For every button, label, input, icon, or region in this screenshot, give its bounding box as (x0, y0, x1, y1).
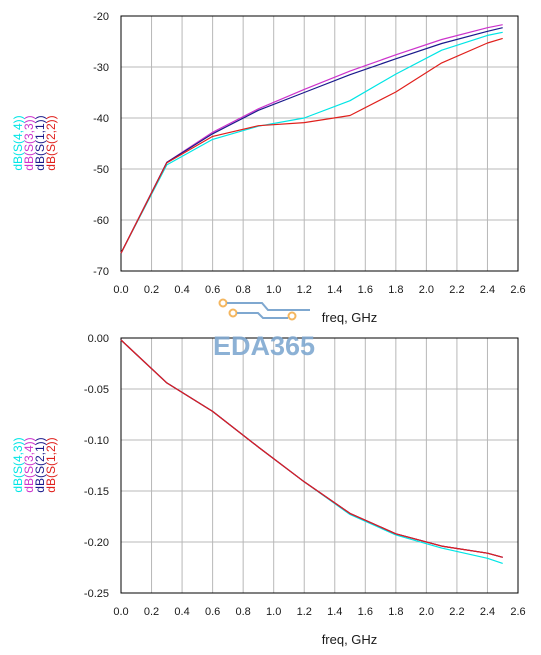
series-line-db-s-1-2 (120, 339, 503, 558)
y-tick-label: -50 (93, 164, 109, 176)
y-tick-label: -40 (93, 113, 109, 125)
y-tick-label: -70 (93, 266, 109, 278)
x-tick-label: 0.8 (236, 284, 251, 296)
legend-label: dB(S(3,4)) (22, 437, 36, 492)
x-tick-label: 0.4 (174, 606, 189, 618)
return-loss-plot: 0.0 0.2 0.4 0.6 0.8 1.0 1.2 1.4 1.6 1.8 2.0 2.2 2.4 2… (11, 11, 526, 325)
legend-label: dB(S(1,2)) (44, 437, 58, 492)
x-tick-label: 2.2 (449, 284, 464, 296)
x-tick-label: 2.4 (480, 284, 495, 296)
legend-label: dB(S(3,3)) (22, 115, 36, 170)
y-tick-label: -60 (93, 215, 109, 227)
x-tick-label: 0.6 (205, 284, 220, 296)
x-tick-label: 1.6 (358, 606, 373, 618)
x-tick-label: 1.4 (327, 606, 342, 618)
y-tick-label: 0.00 (88, 333, 109, 345)
plot-area (121, 16, 518, 271)
x-tick-label: 1.2 (297, 606, 312, 618)
legend-label: dB(S(1,1)) (33, 115, 47, 170)
x-tick-label: 2.0 (419, 606, 434, 618)
plot-frame (120, 337, 519, 594)
x-tick-label: 0.4 (174, 284, 189, 296)
x-axis-label: freq, GHz (322, 310, 378, 325)
x-tick-label: 1.4 (327, 284, 342, 296)
x-tick-label: 0.6 (205, 606, 220, 618)
legend-label: dB(S(2,1)) (33, 437, 47, 492)
y-tick-label: -0.20 (84, 537, 109, 549)
legend-label: dB(S(4,4)) (11, 115, 25, 170)
legend-label: dB(S(4,3)) (11, 437, 25, 492)
x-axis-label: freq, GHz (322, 632, 378, 647)
x-tick-label: 2.0 (419, 284, 434, 296)
y-tick-label: -0.10 (84, 435, 109, 447)
x-tick-label: 1.2 (297, 284, 312, 296)
x-tick-label: 2.6 (510, 284, 525, 296)
y-tick-label: -0.15 (84, 486, 109, 498)
plot-frame (120, 15, 519, 272)
watermark: EDA365 (213, 298, 315, 361)
series-line-db-s-1-1 (120, 27, 503, 254)
y-tick-label: -30 (93, 62, 109, 74)
legend-label: dB(S(2,2)) (44, 115, 58, 170)
series-line-db-s-2-2 (120, 37, 503, 254)
x-tick-label: 0.2 (144, 284, 159, 296)
x-tick-label: 1.8 (388, 284, 403, 296)
x-tick-label: 0.0 (113, 284, 128, 296)
x-tick-label: 2.6 (510, 606, 525, 618)
x-tick-label: 1.0 (266, 284, 281, 296)
x-tick-label: 1.0 (266, 606, 281, 618)
series-line-db-s-4-4 (120, 31, 503, 254)
series-line-db-s-3-3 (120, 24, 503, 254)
insertion-loss-plot: 0.0 0.2 0.4 0.6 0.8 1.0 1.2 1.4 1.6 1.8 2.0 2.2 2.4 2… (11, 333, 526, 647)
x-tick-label: 2.2 (449, 606, 464, 618)
circuit-trace-logo (218, 298, 310, 321)
x-tick-label: 0.2 (144, 606, 159, 618)
x-tick-label: 0.8 (236, 606, 251, 618)
plot-area (121, 338, 518, 593)
x-tick-label: 1.8 (388, 606, 403, 618)
x-tick-label: 0.0 (113, 606, 128, 618)
watermark-text: EDA365 (213, 331, 315, 361)
x-tick-label: 1.6 (358, 284, 373, 296)
y-tick-label: -0.25 (84, 588, 109, 600)
x-tick-label: 2.4 (480, 606, 495, 618)
y-tick-label: -20 (93, 11, 109, 23)
y-tick-label: -0.05 (84, 384, 109, 396)
